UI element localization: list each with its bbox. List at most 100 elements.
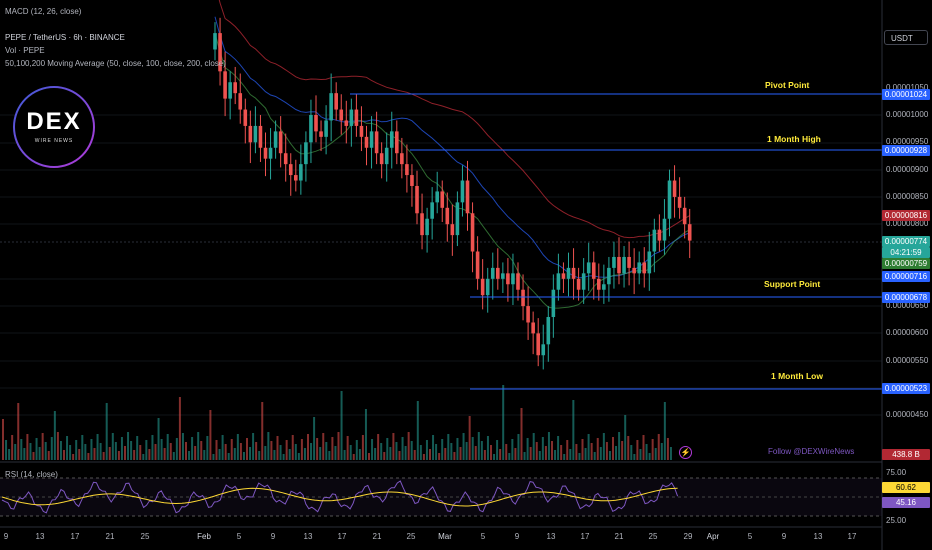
- candle-body: [344, 120, 349, 126]
- volume-bar: [17, 403, 20, 460]
- volume-bar: [185, 442, 187, 460]
- rsi-pane: [0, 477, 882, 517]
- volume-bar: [93, 448, 96, 460]
- time-axis-label: 29: [683, 532, 693, 541]
- volume-bar: [471, 437, 474, 460]
- candle-body: [496, 267, 500, 279]
- time-axis-label: 17: [847, 532, 857, 541]
- candle-body: [309, 115, 313, 143]
- rsi-indicator-label[interactable]: RSI (14, close): [5, 470, 58, 479]
- volume-bar: [636, 440, 639, 460]
- volume-bar: [483, 450, 486, 460]
- dex-logo: DEX WIRE NEWS: [12, 75, 96, 175]
- volume-bar: [581, 439, 584, 460]
- time-axis-label: 9: [781, 532, 787, 541]
- support-price-tag: 0.00000678: [882, 292, 930, 303]
- candle-body: [465, 180, 470, 214]
- volume-bar: [654, 448, 657, 460]
- volume-bar: [261, 402, 264, 460]
- dex-logo-text: DEX: [26, 108, 82, 135]
- volume-bar: [53, 411, 56, 460]
- volume-bar: [194, 446, 197, 460]
- volume-bar: [252, 433, 255, 460]
- symbol-title[interactable]: PEPE / TetherUS · 6h · BINANCE: [5, 33, 125, 42]
- time-axis-label: 13: [813, 532, 823, 541]
- volume-bar: [669, 447, 672, 460]
- time-axis-label: 5: [480, 532, 486, 541]
- volume-bar: [502, 385, 505, 460]
- macd-indicator-label[interactable]: MACD (12, 26, close): [5, 7, 82, 16]
- price-axis-label: 0.00000800: [886, 219, 929, 229]
- volume-bar: [358, 449, 361, 460]
- volume-bar: [307, 434, 309, 460]
- volume-bar: [392, 433, 395, 460]
- candle-body: [485, 278, 490, 296]
- volume-bar: [325, 442, 328, 460]
- candle-body: [440, 191, 445, 208]
- month-low-label: 1 Month Low: [771, 371, 823, 381]
- ma-indicator-label[interactable]: 50,100,200 Moving Average (50, close, 10…: [5, 59, 226, 68]
- time-axis-label: 25: [406, 532, 416, 541]
- candle-body: [526, 306, 530, 323]
- countdown-tag: 04:21:59: [882, 247, 930, 258]
- lightning-icon[interactable]: ⚡: [679, 446, 692, 459]
- volume-bar: [227, 453, 230, 460]
- price-axis-label: 0.00001050: [886, 82, 929, 92]
- candle-body: [415, 185, 419, 214]
- volume-bar: [105, 403, 108, 460]
- volume-bar: [557, 436, 560, 460]
- volume-bar: [303, 448, 306, 460]
- volume-bar: [35, 438, 38, 460]
- volume-bar: [663, 402, 666, 460]
- volume-bar: [331, 437, 334, 460]
- volume-bar: [425, 440, 428, 460]
- ma200-price-tag: 0.00000816: [882, 210, 930, 221]
- volume-bar: [474, 446, 477, 460]
- volume-bar: [526, 438, 529, 460]
- volume-bar: [75, 440, 78, 460]
- candle-body: [687, 224, 692, 241]
- time-axis-label: 9: [270, 532, 276, 541]
- volume-bar: [395, 442, 398, 460]
- candle-body: [501, 273, 505, 279]
- volume-bars: [2, 385, 672, 460]
- currency-button[interactable]: USDT: [884, 30, 928, 45]
- volume-bar: [547, 432, 550, 460]
- candle-body: [354, 109, 359, 126]
- volume-bar: [270, 441, 273, 460]
- volume-bar: [267, 432, 270, 460]
- volume-bar: [206, 436, 209, 460]
- time-axis-label: 21: [614, 532, 624, 541]
- candle-body: [627, 256, 631, 268]
- ma100-price-tag: 0.00000716: [882, 271, 930, 282]
- volume-bar: [523, 452, 526, 460]
- volume-bar: [66, 436, 69, 460]
- candle-body: [258, 125, 263, 148]
- candle-body: [682, 207, 687, 225]
- price-axis-label: 0.00000850: [886, 191, 929, 201]
- volume-bar: [551, 441, 553, 460]
- level-lines: [350, 93, 882, 390]
- volume-bar: [316, 438, 319, 460]
- candle-body: [283, 153, 288, 165]
- volume-bar: [169, 443, 172, 460]
- volume-bar: [145, 440, 148, 460]
- candle-body: [395, 131, 399, 154]
- volume-bar: [657, 434, 660, 460]
- volume-bar: [435, 444, 438, 460]
- volume-indicator-label[interactable]: Vol · PEPE: [5, 46, 45, 55]
- volume-bar: [291, 435, 294, 460]
- volume-bar: [621, 441, 624, 460]
- volume-bar: [300, 439, 303, 460]
- volume-bar: [242, 452, 245, 460]
- volume-bar: [486, 436, 489, 460]
- volume-bar: [197, 432, 200, 460]
- volume-bar: [468, 416, 471, 460]
- volume-bar: [81, 435, 84, 460]
- time-axis-label: 5: [236, 532, 242, 541]
- candle-body: [213, 33, 217, 50]
- volume-bar: [602, 433, 605, 460]
- candle-body: [364, 136, 369, 148]
- volume-bar: [69, 445, 72, 460]
